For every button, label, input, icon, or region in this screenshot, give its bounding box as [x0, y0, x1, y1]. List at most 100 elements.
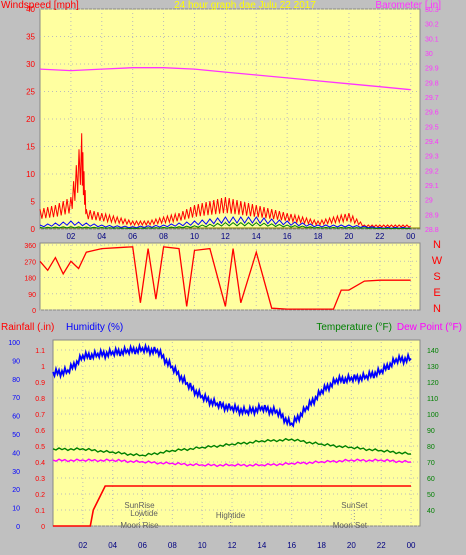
- humidity-tick-label: 100: [8, 340, 20, 347]
- humidity-x-tick-label: 08: [168, 541, 177, 550]
- rainfall-axis-label: Rainfall (.in): [1, 322, 54, 333]
- wind-x-tick-label: 06: [128, 232, 137, 241]
- humidity-tick-label: 60: [12, 414, 20, 421]
- temperature-tick-label: 130: [427, 364, 439, 371]
- windspeed-axis-label: Windspeed [mph]: [1, 0, 79, 11]
- humidity-x-tick-label: 10: [198, 541, 207, 550]
- rainfall-tick-label: 0.1: [35, 508, 45, 515]
- dewpoint-axis-label: Dew Point (°F): [397, 322, 462, 333]
- astro-annotation: Lowtide: [130, 509, 158, 518]
- wind-chart-title: 24 hour graph dae Julu 22 2017: [174, 0, 316, 11]
- humidity-x-tick-label: 00: [407, 541, 416, 550]
- temperature-tick-label: 100: [427, 412, 439, 419]
- windspeed-tick-label: 35: [26, 33, 35, 42]
- direction-tick-label: 180: [24, 276, 36, 283]
- temperature-tick-label: 140: [427, 348, 439, 355]
- wind-x-tick-label: 02: [66, 232, 75, 241]
- wind-series: [39, 67, 411, 230]
- rainfall-tick-label: 0.3: [35, 476, 45, 483]
- humidity-x-tick-label: 02: [78, 541, 87, 550]
- barometer-tick-label: 29.9: [425, 66, 439, 73]
- barometer-tick-label: 29: [425, 198, 433, 205]
- direction-tick-label: 0: [32, 308, 36, 315]
- compass-letter: W: [432, 255, 443, 267]
- direction-grid: [40, 244, 420, 311]
- wind-x-tick-label: 22: [375, 232, 384, 241]
- astro-annotation: SunSet: [341, 501, 368, 510]
- wind-wind-low-line: [39, 221, 411, 230]
- direction-tick-label: 360: [24, 243, 36, 250]
- barometer-tick-label: 30.1: [425, 36, 439, 43]
- temperature-tick-label: 70: [427, 460, 435, 467]
- rainfall-tick-label: 0.7: [35, 412, 45, 419]
- windspeed-tick-label: 10: [26, 170, 35, 179]
- astro-annotation: Hightide: [216, 511, 246, 520]
- direction-series: [39, 246, 411, 310]
- compass-letter: N: [433, 303, 441, 315]
- compass-letter: S: [433, 271, 440, 283]
- humidity-x-tick-label: 04: [108, 541, 117, 550]
- rainfall-tick-label: 0.2: [35, 492, 45, 499]
- humidity-tick-label: 40: [12, 450, 20, 457]
- barometer-tick-label: 29.3: [425, 154, 439, 161]
- windspeed-tick-label: 0: [31, 225, 36, 234]
- rainfall-tick-label: 0.4: [35, 460, 45, 467]
- barometer-tick-label: 29.2: [425, 168, 439, 175]
- rainfall-tick-label: 0.8: [35, 396, 45, 403]
- barometer-tick-label: 29.7: [425, 95, 439, 102]
- humidity-x-tick-label: 18: [317, 541, 326, 550]
- barometer-tick-label: 28.8: [425, 227, 439, 234]
- temperature-tick-label: 40: [427, 508, 435, 515]
- wind-ticks: 0 5 10 15 20 25 30 35 40 28.8 28.9 29 29.1 29.2 29.3 29…: [26, 5, 439, 241]
- wind-x-tick-label: 12: [221, 232, 230, 241]
- humidity-grid: [53, 342, 420, 527]
- humidity-ticks: 010203040506070809010000.10.20.30.40.50.…: [8, 340, 438, 550]
- wind-x-tick-label: 20: [344, 232, 353, 241]
- humidity-x-tick-label: 16: [287, 541, 296, 550]
- barometer-tick-label: 30: [425, 51, 433, 58]
- barometer-tick-label: 29.6: [425, 110, 439, 117]
- rainfall-line: [53, 485, 411, 527]
- humidity-tick-label: 0: [16, 524, 20, 531]
- temperature-tick-label: 120: [427, 380, 439, 387]
- barometer-tick-label: 30.2: [425, 22, 439, 29]
- windspeed-tick-label: 20: [26, 115, 35, 124]
- humidity-tick-label: 20: [12, 487, 20, 494]
- humidity-series: [52, 342, 412, 527]
- temperature-line: [52, 437, 412, 457]
- humidity-axis-label: Humidity (%): [66, 322, 123, 333]
- barometer-line: [39, 67, 411, 91]
- humidity-tick-label: 10: [12, 506, 20, 513]
- humidity-plot-area: [52, 339, 421, 527]
- humidity-x-tick-label: 14: [257, 541, 266, 550]
- barometer-tick-label: 29.8: [425, 80, 439, 87]
- humidity-x-tick-label: 22: [377, 541, 386, 550]
- humidity-x-tick-label: 12: [228, 541, 237, 550]
- barometer-tick-label: 29.5: [425, 124, 439, 131]
- rainfall-tick-label: 0.5: [35, 444, 45, 451]
- rainfall-tick-label: 0.9: [35, 380, 45, 387]
- astro-annotation: SunRise: [124, 501, 155, 510]
- windspeed-tick-label: 25: [26, 88, 35, 97]
- humidity-tick-label: 50: [12, 432, 20, 439]
- wind-direction-line: [39, 246, 411, 310]
- temperature-tick-label: 90: [427, 428, 435, 435]
- barometer-tick-label: 29.1: [425, 183, 439, 190]
- wind-x-tick-label: 10: [190, 232, 199, 241]
- compass-letter: E: [433, 287, 440, 299]
- humidity-x-tick-label: 06: [138, 541, 147, 550]
- wind-x-tick-label: 04: [97, 232, 106, 241]
- wind-x-tick-label: 16: [283, 232, 292, 241]
- temperature-axis-label: Temperature (°F): [316, 322, 392, 333]
- humidity-tick-label: 70: [12, 395, 20, 402]
- compass-letter: N: [433, 239, 441, 251]
- barometer-tick-label: 30.3: [425, 7, 439, 14]
- wind-x-tick-label: 08: [159, 232, 168, 241]
- direction-tick-label: 270: [24, 259, 36, 266]
- humidity-tick-label: 90: [12, 358, 20, 365]
- wind-barometer-panel: 0 5 10 15 20 25 30 35 40 28.8 28.9 29 29.1 29.2 29.3 29…: [1, 0, 441, 241]
